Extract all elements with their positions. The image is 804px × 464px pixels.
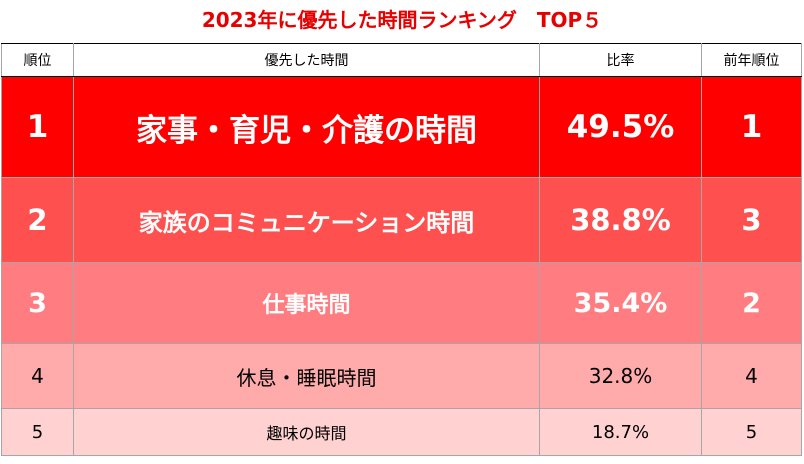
prev-rank-cell: 1 — [701, 76, 802, 178]
item-cell: 家族のコミュニケーション時間 — [73, 177, 540, 263]
ratio-cell: 32.8% — [539, 343, 702, 409]
prev-rank-cell: 4 — [701, 343, 802, 409]
table-row: 5 趣味の時間 18.7% 5 — [1, 408, 802, 456]
item-cell: 家事・育児・介護の時間 — [73, 76, 540, 178]
item-cell: 趣味の時間 — [73, 408, 540, 456]
rank-cell: 1 — [1, 76, 74, 178]
rank-cell: 2 — [1, 177, 74, 263]
ratio-cell: 38.8% — [539, 177, 702, 263]
rank-cell: 4 — [1, 343, 74, 409]
header-ratio: 比率 — [539, 43, 702, 77]
header-rank: 順位 — [1, 43, 74, 77]
rank-cell: 3 — [1, 262, 74, 344]
table-row: 4 休息・睡眠時間 32.8% 4 — [1, 343, 802, 409]
item-cell: 休息・睡眠時間 — [73, 343, 540, 409]
table-row: 3 仕事時間 35.4% 2 — [1, 262, 802, 344]
item-cell: 仕事時間 — [73, 262, 540, 344]
header-item: 優先した時間 — [73, 43, 540, 77]
prev-rank-cell: 3 — [701, 177, 802, 263]
table-row: 1 家事・育児・介護の時間 49.5% 1 — [1, 76, 802, 178]
ranking-table: 順位 優先した時間 比率 前年順位 1 家事・育児・介護の時間 49.5% 1 … — [1, 43, 802, 456]
table-row: 2 家族のコミュニケーション時間 38.8% 3 — [1, 177, 802, 263]
prev-rank-cell: 2 — [701, 262, 802, 344]
page-title: 2023年に優先した時間ランキング TOP５ — [201, 8, 603, 32]
header-prev-rank: 前年順位 — [701, 43, 802, 77]
table-header-row: 順位 優先した時間 比率 前年順位 — [1, 43, 802, 77]
rank-cell: 5 — [1, 408, 74, 456]
prev-rank-cell: 5 — [701, 408, 802, 456]
ratio-cell: 18.7% — [539, 408, 702, 456]
ratio-cell: 35.4% — [539, 262, 702, 344]
ratio-cell: 49.5% — [539, 76, 702, 178]
